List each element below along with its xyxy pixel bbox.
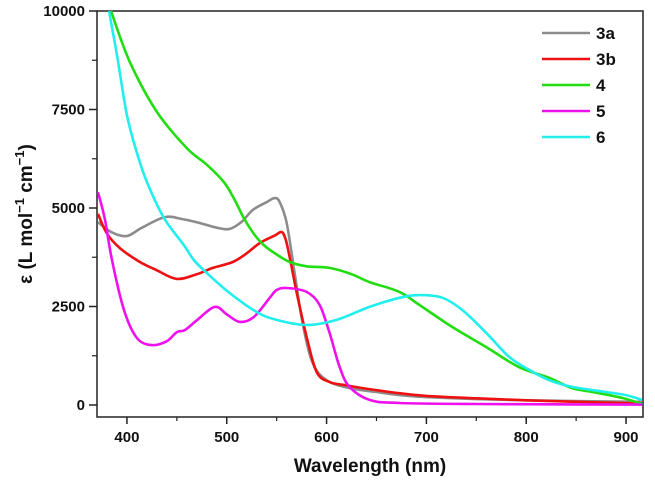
x-tick-label: 700	[414, 429, 439, 446]
y-axis-title-sup1: −1	[12, 198, 27, 213]
x-tick-label: 600	[314, 429, 339, 446]
series-line-3a	[97, 196, 643, 404]
y-axis-ticks: 0 2500 5000 7500 10000	[43, 3, 97, 414]
plot-frame	[96, 10, 644, 418]
x-tick-label: 400	[114, 429, 139, 446]
legend-label-3a: 3a	[596, 24, 615, 43]
y-axis-title-sup2: −1	[12, 150, 27, 165]
x-tick-label: 900	[614, 429, 639, 446]
y-axis-title-main: ε (L mol	[16, 213, 37, 284]
y-tick-label: 0	[77, 397, 85, 414]
legend-label-3b: 3b	[596, 50, 616, 69]
x-tick-label: 500	[214, 429, 239, 446]
x-tick-label: 800	[514, 429, 539, 446]
series-line-3b	[97, 213, 643, 406]
legend: 3a 3b 4 5 6	[542, 24, 616, 147]
y-tick-label: 2500	[52, 299, 85, 316]
series-line-6	[107, 10, 643, 402]
series-line-5	[97, 191, 643, 406]
y-axis-title: ε (L mol−1 cm−1)	[12, 144, 37, 284]
x-axis-title: Wavelength (nm)	[294, 456, 446, 477]
y-axis-title-close: )	[16, 144, 37, 150]
x-axis-ticks: 400 500 600 700 800 900	[114, 417, 639, 446]
series-layer	[97, 10, 643, 406]
y-axis-title-mid: cm	[16, 165, 37, 198]
y-tick-label: 7500	[52, 102, 85, 119]
legend-label-5: 5	[596, 102, 605, 121]
series-line-4	[109, 10, 643, 406]
y-tick-label: 10000	[43, 3, 85, 20]
legend-label-6: 6	[596, 128, 605, 147]
legend-label-4: 4	[596, 76, 606, 95]
y-tick-label: 5000	[52, 200, 85, 217]
